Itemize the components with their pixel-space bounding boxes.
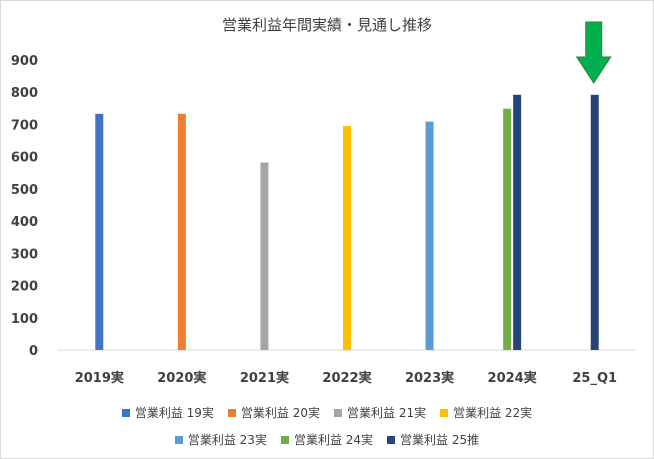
- y-tick-label: 200: [11, 280, 38, 295]
- x-tick-label: 2020実: [157, 370, 206, 386]
- y-tick-label: 700: [11, 118, 38, 133]
- legend-label: 営業利益 23実: [187, 433, 267, 447]
- legend-label: 営業利益 22実: [453, 406, 533, 420]
- legend-item: 営業利益 22実: [440, 404, 532, 421]
- bar-2022実-営業利益 22実: [343, 126, 351, 350]
- legend-item: 営業利益 21実: [334, 404, 426, 421]
- bar-2020実-営業利益 20実: [177, 113, 186, 350]
- legend-row-2: 営業利益 23実 営業利益 24実 営業利益 25推: [0, 431, 654, 448]
- legend-swatch: [121, 408, 130, 417]
- bar-2021実-営業利益 21実: [260, 162, 269, 350]
- x-tick-label: 2021実: [240, 370, 289, 386]
- y-tick-label: 900: [11, 54, 38, 69]
- y-tick-label: 100: [11, 312, 38, 327]
- bar-2019実-営業利益 19実: [95, 113, 104, 350]
- legend-label: 営業利益 20実: [240, 406, 320, 420]
- y-tick-label: 0: [29, 344, 38, 359]
- legend-item: 営業利益 24実: [280, 431, 374, 448]
- legend-swatch: [440, 408, 449, 417]
- y-tick-label: 500: [11, 183, 38, 198]
- legend-row-1: 営業利益 19実 営業利益 20実 営業利益 21実 営業利益 22実: [0, 404, 654, 421]
- chart-plot-area: 0 100 200 300 400 500 600 700 800 900 2019実 2020実 20…: [11, 21, 636, 386]
- legend-item: 営業利益 25推: [387, 431, 479, 448]
- bar-2023実-営業利益 23実: [425, 121, 434, 351]
- legend-item: 営業利益 23実: [174, 431, 267, 448]
- legend-swatch: [334, 408, 342, 417]
- y-tick-label: 800: [11, 86, 38, 101]
- legend-swatch: [174, 435, 183, 444]
- bar-2024実-営業利益 24実: [503, 108, 512, 351]
- x-tick-label: 2023実: [405, 370, 454, 386]
- y-tick-label: 600: [11, 151, 38, 166]
- legend-label: 営業利益 24実: [293, 433, 374, 447]
- x-tick-label: 2024実: [488, 370, 537, 386]
- chart-title: 営業利益年間実績・見通し推移: [221, 16, 432, 34]
- y-tick-label: 300: [11, 247, 38, 262]
- x-tick-label: 25_Q1: [572, 371, 617, 386]
- legend-swatch: [280, 435, 289, 444]
- legend-item: 営業利益 19実: [121, 404, 214, 421]
- down-arrow-icon: [575, 21, 612, 84]
- legend-label: 営業利益 25推: [400, 433, 480, 447]
- y-tick-label: 400: [11, 215, 38, 230]
- legend-label: 営業利益 19実: [134, 406, 214, 420]
- x-tick-label: 2022実: [322, 370, 371, 386]
- bar-2024実-営業利益 25推: [513, 94, 522, 350]
- legend-item: 営業利益 20実: [227, 404, 320, 421]
- bar-25_Q1-営業利益 25推: [590, 94, 599, 350]
- legend-swatch: [387, 435, 396, 444]
- legend-swatch: [227, 408, 236, 417]
- legend-label: 営業利益 21実: [347, 406, 427, 420]
- x-tick-label: 2019実: [75, 370, 124, 386]
